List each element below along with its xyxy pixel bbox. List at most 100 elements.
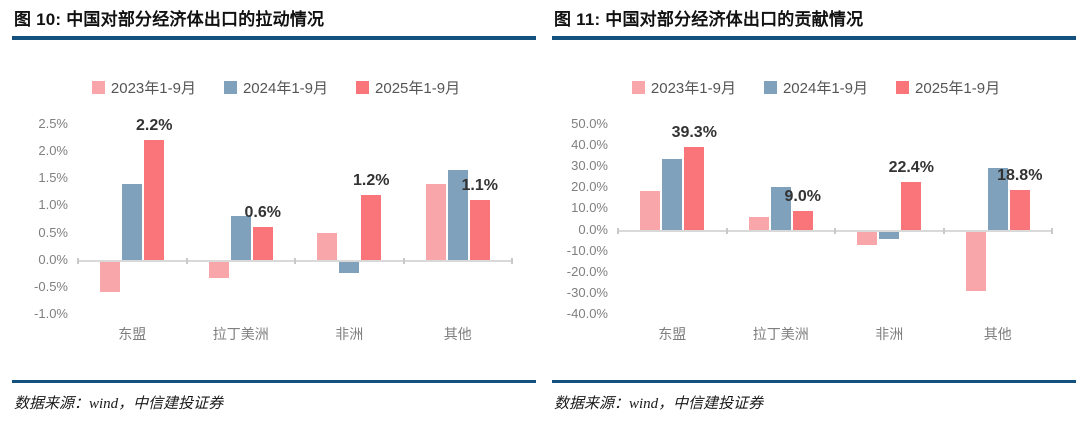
category-label: 拉丁美洲 <box>212 326 269 342</box>
y-tick-label: 0.5% <box>38 224 68 240</box>
category-label: 其他 <box>983 326 1012 342</box>
bar-series3-group2 <box>252 227 273 260</box>
y-tick-label: 50.0% <box>571 116 608 131</box>
y-tick-label: -0.5% <box>34 278 68 294</box>
bar-series2-group3 <box>339 261 360 273</box>
y-tick-label: -20.0% <box>566 263 608 279</box>
axis-tick-mark <box>617 227 619 234</box>
legend-label-2024: 2024年1-9月 <box>782 79 869 97</box>
figure-11-title-rule <box>552 36 1076 40</box>
bar-series3-group4 <box>1009 189 1030 230</box>
category-label: 非洲 <box>335 326 364 342</box>
legend-label-2023: 2023年1-9月 <box>110 79 196 97</box>
y-axis: 50.0% 40.0% 30.0% 20.0% 10.0% 0.0% -10.0% -20.0… <box>552 116 618 321</box>
legend-item-2024: 2024年1-9月 <box>763 77 869 98</box>
y-tick-label: 1.0% <box>38 197 68 213</box>
legend-label-2025: 2025年1-9月 <box>915 79 1001 97</box>
data-label: 39.3% <box>671 123 717 141</box>
legend-swatch-2023-icon <box>631 80 645 94</box>
data-label: 9.0% <box>784 187 821 205</box>
bar-series1-group4 <box>965 231 986 291</box>
y-axis: 2.5% 2.0% 1.5% 1.0% 0.5% 0.0% -0.5% -1.0% <box>12 116 78 321</box>
bar-series2-group2 <box>230 216 251 260</box>
figure-10-title-rule <box>12 36 536 40</box>
plot-area: 东盟 2.2% 拉丁美洲 0.6% 非洲 1.2% 其他 1.1% <box>77 117 513 342</box>
figure-10-title: 图 10: 中国对部分经济体出口的拉动情况 <box>14 10 325 29</box>
figure-10-bottom-rule <box>12 380 536 383</box>
axis-tick-mark <box>834 227 836 234</box>
legend-item-2023: 2023年1-9月 <box>631 77 736 98</box>
y-tick-label: -10.0% <box>566 242 608 258</box>
figure-11-title: 图 11: 中国对部分经济体出口的贡献情况 <box>554 10 864 29</box>
legend-item-2025: 2025年1-9月 <box>356 77 460 98</box>
category-label: 东盟 <box>118 326 147 342</box>
legend-label-2024: 2024年1-9月 <box>242 79 329 97</box>
data-label: 22.4% <box>888 159 934 177</box>
axis-tick-mark <box>77 257 79 264</box>
data-label: 0.6% <box>244 204 281 222</box>
bar-series2-group4 <box>447 170 468 260</box>
bar-series1-group2 <box>208 261 229 278</box>
data-label: 1.2% <box>353 171 390 189</box>
figure-11-panel: 图 11: 中国对部分经济体出口的贡献情况 2023年1-9月 2024年1-9… <box>540 0 1080 428</box>
axis-tick-mark <box>185 257 188 264</box>
y-tick-label: 0.0% <box>38 251 68 267</box>
y-tick-label: 0.0% <box>578 221 608 237</box>
bar-series2-group1 <box>122 183 143 260</box>
bar-series3-group2 <box>792 210 813 230</box>
figure-11-bottom-rule <box>552 380 1076 383</box>
bar-series3-group4 <box>469 200 490 260</box>
bar-series3-group3 <box>361 194 382 260</box>
legend-label-2023: 2023年1-9月 <box>650 79 736 97</box>
category-label: 东盟 <box>658 326 687 342</box>
legend-swatch-2024-icon <box>763 80 777 94</box>
chart-body: 50.0% 40.0% 30.0% 20.0% 10.0% 0.0% -10.0% -20.0… <box>552 116 1080 342</box>
y-tick-label: 30.0% <box>571 158 608 174</box>
figure-11-legend: 2023年1-9月 2024年1-9月 2025年1-9月 <box>552 76 1080 98</box>
bar-series3-group1 <box>684 146 705 230</box>
y-tick-label: 10.0% <box>571 200 608 216</box>
legend-swatch-2025-icon <box>896 80 910 94</box>
bar-series2-group3 <box>879 231 900 239</box>
bar-series2-group4 <box>987 168 1008 230</box>
bar-series1-group1 <box>640 190 661 230</box>
y-tick-label: 2.0% <box>38 143 68 159</box>
bar-series1-group1 <box>100 261 121 292</box>
axis-tick-mark <box>511 257 513 264</box>
y-tick-label: 40.0% <box>571 137 608 153</box>
legend-label-2025: 2025年1-9月 <box>375 79 461 97</box>
legend-swatch-2025-icon <box>356 80 370 94</box>
y-tick-label: 2.5% <box>38 116 68 131</box>
bar-series1-group2 <box>748 216 769 230</box>
figure-10-panel: 图 10: 中国对部分经济体出口的拉动情况 2023年1-9月 2024年1-9… <box>12 10 540 412</box>
plot-area: 东盟 39.3% 拉丁美洲 9.0% 非洲 22.4% 其他 18.8% <box>617 123 1053 342</box>
legend-item-2023: 2023年1-9月 <box>91 77 196 98</box>
axis-tick-mark <box>942 227 945 234</box>
figure-10-source: 数据来源：wind，中信建投证券 <box>14 396 224 412</box>
y-tick-label: -1.0% <box>34 306 68 321</box>
axis-tick-mark <box>1051 227 1053 234</box>
bar-series3-group3 <box>901 182 922 230</box>
bar-series1-group3 <box>317 232 338 260</box>
legend-swatch-2023-icon <box>91 80 105 94</box>
figure-11-bar-chart: 50.0% 40.0% 30.0% 20.0% 10.0% 0.0% -10.0% -20.0… <box>552 116 1080 350</box>
figure-10-bar-chart: 2.5% 2.0% 1.5% 1.0% 0.5% 0.0% -0.5% -1.0% 东盟 2.2%… <box>12 116 540 350</box>
axis-tick-mark <box>294 257 296 264</box>
axis-tick-mark <box>402 257 405 264</box>
legend-item-2024: 2024年1-9月 <box>223 77 329 98</box>
legend-item-2025: 2025年1-9月 <box>896 77 1000 98</box>
y-tick-label: 20.0% <box>571 179 608 195</box>
bar-series1-group4 <box>425 183 446 260</box>
bar-series3-group1 <box>144 140 165 260</box>
data-label: 18.8% <box>997 166 1043 184</box>
category-label: 非洲 <box>875 326 904 342</box>
axis-tick-mark <box>725 227 728 234</box>
category-label: 拉丁美洲 <box>752 326 809 342</box>
data-label: 2.2% <box>136 117 173 135</box>
data-label: 1.1% <box>461 177 498 194</box>
chart-body: 2.5% 2.0% 1.5% 1.0% 0.5% 0.0% -0.5% -1.0% 东盟 2.2%… <box>12 116 540 342</box>
figure-11-source: 数据来源：wind，中信建投证券 <box>554 396 764 412</box>
y-tick-label: -40.0% <box>566 306 608 321</box>
y-tick-label: 1.5% <box>38 170 68 186</box>
